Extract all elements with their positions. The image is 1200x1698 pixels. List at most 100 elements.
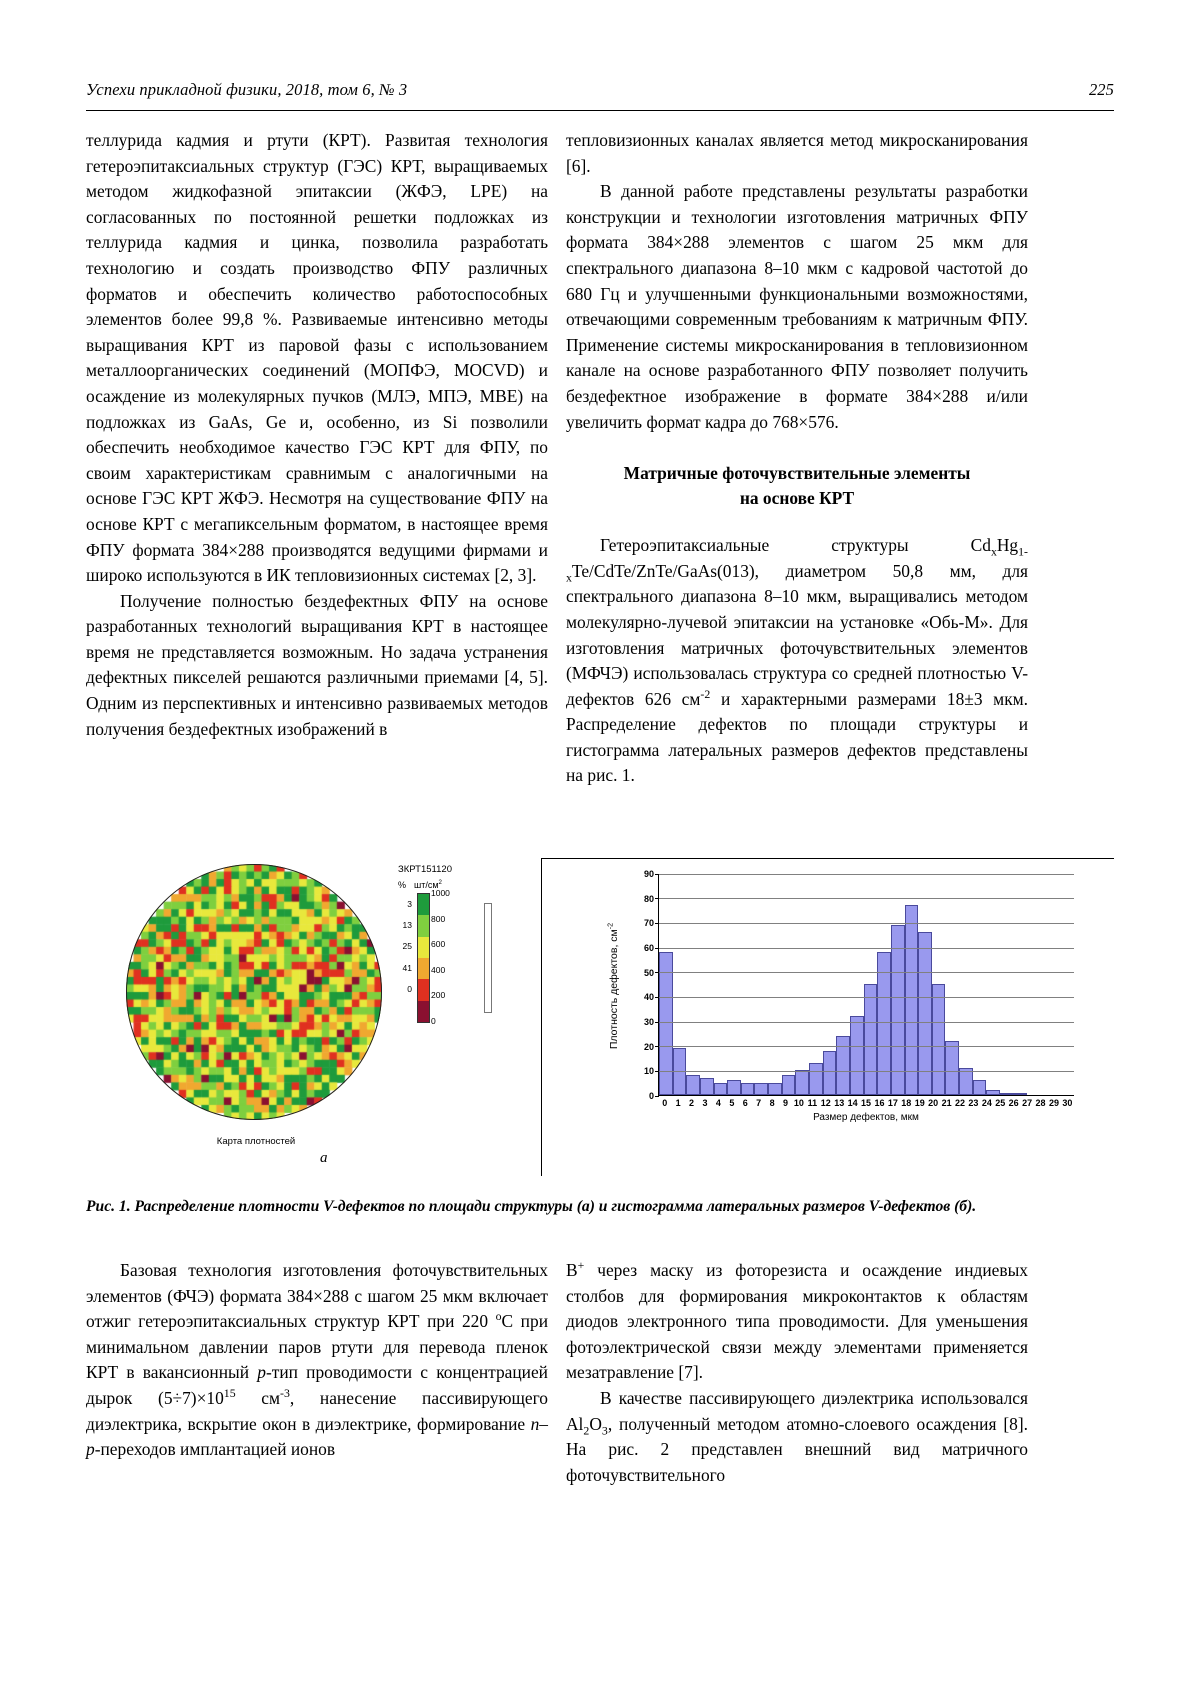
y-axis-tick bbox=[655, 1071, 659, 1072]
y-axis-tick-label: 80 bbox=[644, 894, 654, 904]
histogram-bar bbox=[741, 1083, 755, 1095]
y-axis-tick bbox=[655, 997, 659, 998]
histogram-bar bbox=[700, 1078, 714, 1095]
gridline bbox=[659, 997, 1074, 998]
section-title: Матричные фоточувствительные элементы на… bbox=[566, 461, 1028, 511]
histogram-bar bbox=[945, 1041, 959, 1095]
figure-caption: Рис. 1. Распределение плотности V-дефект… bbox=[86, 1196, 1114, 1218]
right-column-top: тепловизионных каналах является метод ми… bbox=[566, 128, 1028, 789]
superscript-m2: -2 bbox=[700, 687, 710, 701]
wafer-map: Карта плотностей bbox=[126, 864, 386, 1124]
figure-part-a: Карта плотностей ЗКРТ151120 % шт/см2 313… bbox=[116, 858, 536, 1176]
histogram-bar bbox=[877, 952, 891, 1095]
legend-value-label: 600 bbox=[431, 939, 445, 949]
paragraph: теллурида кадмия и ртути (КРТ). Развитая… bbox=[86, 128, 548, 589]
x-axis-tick-label: 9 bbox=[779, 1098, 792, 1108]
y-axis-tick bbox=[655, 972, 659, 973]
legend-header-percent: % bbox=[398, 880, 414, 890]
running-head: Успехи прикладной физики, 2018, том 6, №… bbox=[86, 80, 1114, 100]
x-axis-tick-label: 0 bbox=[658, 1098, 671, 1108]
defect-size-histogram: Плотность дефектов, см-2 010203040506070… bbox=[614, 868, 1084, 1118]
paragraph: В качестве пассивирующего диэлектрика ис… bbox=[566, 1386, 1028, 1488]
y-axis-tick-label: 0 bbox=[649, 1091, 654, 1101]
legend-body: 31325410 10008006004002000 bbox=[398, 893, 528, 1021]
text-run: , полученный методом атомно-слоевого оса… bbox=[566, 1414, 1028, 1485]
legend-value-label: 1000 bbox=[431, 888, 450, 898]
histogram-bar bbox=[727, 1080, 741, 1095]
legend-percent-label: 3 bbox=[407, 899, 412, 909]
y-axis-tick bbox=[655, 898, 659, 899]
y-axis-tick bbox=[655, 874, 659, 875]
x-axis-tick-label: 26 bbox=[1007, 1098, 1020, 1108]
gridline bbox=[659, 1046, 1074, 1047]
gridline bbox=[659, 948, 1074, 949]
x-axis-tick-label: 10 bbox=[792, 1098, 805, 1108]
histogram-bar bbox=[659, 952, 673, 1095]
legend-color-segment bbox=[418, 1001, 429, 1022]
x-axis-tick-label: 5 bbox=[725, 1098, 738, 1108]
journal-title: Успехи прикладной физики, 2018, том 6, №… bbox=[86, 80, 407, 100]
histogram-bar bbox=[932, 984, 946, 1095]
y-axis-tick-label: 30 bbox=[644, 1017, 654, 1027]
figure-sublabel-a: а bbox=[320, 1150, 328, 1167]
histogram-bar bbox=[850, 1016, 864, 1095]
gridline bbox=[659, 1022, 1074, 1023]
legend-color-bar bbox=[417, 893, 430, 1023]
gridline bbox=[659, 972, 1074, 973]
x-axis-tick-label: 21 bbox=[940, 1098, 953, 1108]
x-axis-tick-label: 15 bbox=[859, 1098, 872, 1108]
legend-value-scale: 10008006004002000 bbox=[431, 893, 475, 1021]
x-axis-tick-label: 16 bbox=[873, 1098, 886, 1108]
figure-1: Карта плотностей ЗКРТ151120 % шт/см2 313… bbox=[86, 858, 1114, 1176]
text-run: Базовая технология изготовления фоточувс… bbox=[86, 1260, 548, 1331]
x-axis-tick-label: 22 bbox=[953, 1098, 966, 1108]
histogram-bar bbox=[823, 1051, 837, 1095]
x-axis-tick-label: 8 bbox=[765, 1098, 778, 1108]
x-axis-tick-label: 24 bbox=[980, 1098, 993, 1108]
histogram-bar bbox=[686, 1075, 700, 1095]
text-run: Te/CdTe/ZnTe/GaAs(013), диаметром 50,8 м… bbox=[566, 561, 1028, 709]
y-axis-tick bbox=[655, 923, 659, 924]
legend-title: ЗКРТ151120 bbox=[398, 864, 528, 875]
y-axis-tick-label: 50 bbox=[644, 968, 654, 978]
text-run: В bbox=[566, 1260, 578, 1280]
histogram-bar bbox=[782, 1075, 796, 1095]
histogram-bars bbox=[659, 874, 1074, 1095]
header-rule bbox=[86, 110, 1114, 111]
y-axis-tick-label: 40 bbox=[644, 992, 654, 1002]
y-axis-tick-label: 20 bbox=[644, 1042, 654, 1052]
paragraph: Гетероэпитаксиальные структуры CdxHg1-xT… bbox=[566, 533, 1028, 789]
histogram-bar bbox=[891, 925, 905, 1095]
histogram-bar bbox=[714, 1083, 728, 1095]
legend-percent-label: 13 bbox=[403, 920, 412, 930]
left-column-top: теллурида кадмия и ртути (КРТ). Развитая… bbox=[86, 128, 548, 742]
x-axis-tick-label: 23 bbox=[967, 1098, 980, 1108]
x-axis-tick-label: 25 bbox=[994, 1098, 1007, 1108]
paragraph: Базовая технология изготовления фоточувс… bbox=[86, 1258, 548, 1463]
histogram-bar bbox=[905, 905, 919, 1095]
section-title-line1: Матричные фоточувствительные элементы bbox=[624, 463, 971, 483]
gridline bbox=[659, 874, 1074, 875]
figure-divider bbox=[541, 858, 542, 1176]
section-title-line2: на основе КРТ bbox=[740, 488, 854, 508]
x-axis-tick-label: 18 bbox=[900, 1098, 913, 1108]
x-axis-tick-label: 30 bbox=[1061, 1098, 1074, 1108]
x-axis-tick-label: 17 bbox=[886, 1098, 899, 1108]
x-axis-tick-label: 4 bbox=[712, 1098, 725, 1108]
legend-percent-label: 25 bbox=[403, 941, 412, 951]
histogram-bar bbox=[768, 1083, 782, 1095]
x-axis-tick-label: 14 bbox=[846, 1098, 859, 1108]
text-run: Hg bbox=[997, 535, 1018, 555]
x-axis-tick-label: 7 bbox=[752, 1098, 765, 1108]
histogram-bar bbox=[959, 1068, 973, 1095]
text-run: через маску из фоторезиста и осаждение и… bbox=[566, 1260, 1028, 1382]
y-axis-tick-label: 10 bbox=[644, 1066, 654, 1076]
histogram-bar bbox=[795, 1070, 809, 1095]
y-axis-title-sup: -2 bbox=[607, 923, 615, 929]
histogram-bar bbox=[1014, 1093, 1028, 1095]
superscript-m3: -3 bbox=[280, 1386, 290, 1400]
right-column-bottom: В+ через маску из фоторезиста и осаждени… bbox=[566, 1258, 1028, 1488]
x-axis-tick-label: 11 bbox=[806, 1098, 819, 1108]
wafer-map-caption: Карта плотностей bbox=[156, 1136, 356, 1147]
x-axis-tick-label: 13 bbox=[832, 1098, 845, 1108]
